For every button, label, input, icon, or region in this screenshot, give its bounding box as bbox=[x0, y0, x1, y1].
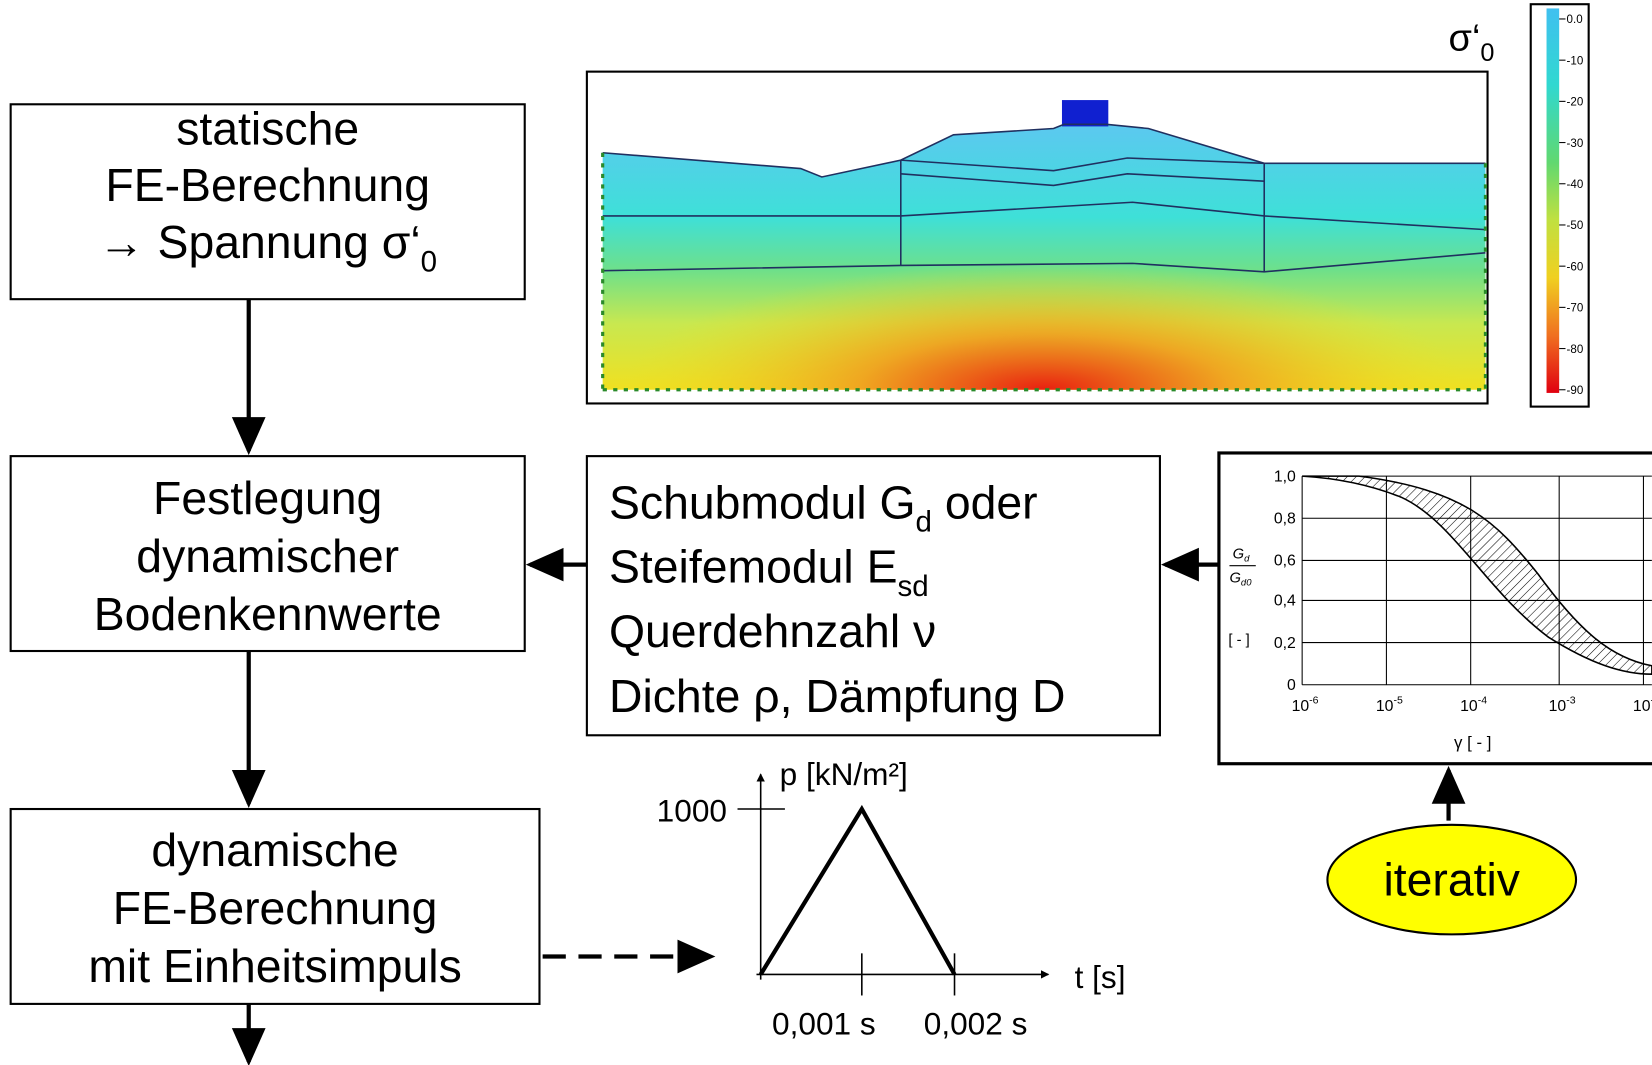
text: dynamische bbox=[151, 824, 398, 876]
y-tick-label: 0,6 bbox=[1274, 553, 1296, 570]
text: Schubmodul G bbox=[609, 476, 916, 528]
colorbar-label: -30 bbox=[1567, 138, 1584, 150]
subscript: sd bbox=[898, 570, 929, 603]
colorbar-label: -90 bbox=[1567, 385, 1584, 397]
text: G bbox=[1233, 546, 1244, 562]
colorbar-label: -40 bbox=[1567, 179, 1584, 191]
text: 10 bbox=[1460, 698, 1478, 715]
text: Festlegung bbox=[153, 472, 382, 524]
text: 10 bbox=[1292, 698, 1310, 715]
superscript: -5 bbox=[1393, 695, 1403, 707]
pulse-chart: p [kN/m²] 1000 t [s] 0,001 s 0,002 s bbox=[657, 756, 1126, 1042]
y-tick-label: 0,8 bbox=[1274, 511, 1296, 528]
text-line: dynamischer bbox=[136, 530, 399, 582]
text-line: mit Einheitsimpuls bbox=[88, 940, 461, 992]
y-unit: [ - ] bbox=[1228, 633, 1249, 649]
x-label: γ [ - ] bbox=[1454, 733, 1491, 752]
subscript: 0 bbox=[1480, 39, 1494, 67]
colorbar-label: -10 bbox=[1567, 55, 1584, 67]
y-tick-label: 0,2 bbox=[1274, 635, 1296, 652]
peak-label: 1000 bbox=[657, 793, 727, 829]
text-line: statische bbox=[176, 102, 359, 154]
text-line: Festlegung bbox=[153, 472, 382, 524]
text: FE-Berechnung bbox=[113, 882, 438, 934]
text-line: dynamische bbox=[151, 824, 398, 876]
text-line: FE-Berechnung bbox=[113, 882, 438, 934]
superscript: -6 bbox=[1309, 695, 1319, 707]
colorbar-label: -50 bbox=[1567, 220, 1584, 232]
soil-stress bbox=[603, 124, 1486, 389]
text-line: Querdehnzahl ν bbox=[609, 605, 936, 657]
x-tick-label: 0,001 s bbox=[772, 1005, 876, 1041]
colorbar bbox=[1547, 8, 1560, 392]
load bbox=[1062, 100, 1108, 126]
fe-plot: σ‘0 bbox=[587, 4, 1589, 406]
subscript: d0 bbox=[1241, 578, 1252, 589]
superscript: -4 bbox=[1478, 695, 1488, 707]
text: FE-Berechnung bbox=[105, 159, 430, 211]
stress-label: σ‘0 bbox=[1449, 18, 1495, 68]
text: mit Einheitsimpuls bbox=[88, 940, 461, 992]
text: 10 bbox=[1376, 698, 1394, 715]
text-line: → Spannung σ‘0 bbox=[98, 216, 437, 278]
colorbar-label: -20 bbox=[1567, 97, 1584, 109]
colorbar-label: -70 bbox=[1567, 303, 1584, 315]
text-line: FE-Berechnung bbox=[105, 159, 430, 211]
y-tick-label: 1,0 bbox=[1274, 468, 1296, 485]
x-label: t [s] bbox=[1075, 959, 1126, 995]
iterative: iterativ bbox=[1327, 825, 1576, 935]
text: G bbox=[1229, 571, 1240, 587]
text: 10 bbox=[1633, 698, 1651, 715]
colorbar-label: -80 bbox=[1567, 344, 1584, 356]
colorbar-label: -60 bbox=[1567, 261, 1584, 273]
text: Bodenkennwerte bbox=[94, 588, 442, 640]
text: Dichte ρ, Dämpfung D bbox=[609, 670, 1066, 722]
text-line: Dichte ρ, Dämpfung D bbox=[609, 670, 1066, 722]
superscript: -3 bbox=[1566, 695, 1576, 707]
text: dynamischer bbox=[136, 530, 399, 582]
text-line: Schubmodul Gd oder bbox=[609, 476, 1038, 538]
text: Querdehnzahl ν bbox=[609, 605, 936, 657]
text-line: Bodenkennwerte bbox=[94, 588, 442, 640]
diagram: σ‘0 0.0-10-20-30-40-50-60-70-80-90 1,00,… bbox=[0, 0, 1652, 1065]
text-line: Steifemodul Esd bbox=[609, 541, 929, 603]
text: → Spannung σ‘ bbox=[98, 216, 420, 268]
x-tick-label: 0,002 s bbox=[924, 1005, 1028, 1041]
colorbar-label: 0.0 bbox=[1567, 14, 1583, 26]
text: statische bbox=[176, 102, 359, 154]
subscript: d bbox=[1244, 553, 1250, 564]
text: 10 bbox=[1549, 698, 1567, 715]
y-label: p [kN/m²] bbox=[780, 756, 908, 792]
pulse bbox=[761, 809, 955, 974]
y-tick-label: 0,4 bbox=[1274, 593, 1296, 610]
x-tick-label: 10-2 bbox=[1633, 695, 1652, 715]
iterative-label: iterativ bbox=[1383, 853, 1520, 905]
subscript: d bbox=[916, 506, 932, 539]
text: Steifemodul E bbox=[609, 541, 898, 593]
subscript: 0 bbox=[421, 245, 437, 278]
text: oder bbox=[932, 476, 1038, 528]
text: σ‘ bbox=[1449, 18, 1481, 60]
y-tick-label: 0 bbox=[1287, 677, 1296, 694]
